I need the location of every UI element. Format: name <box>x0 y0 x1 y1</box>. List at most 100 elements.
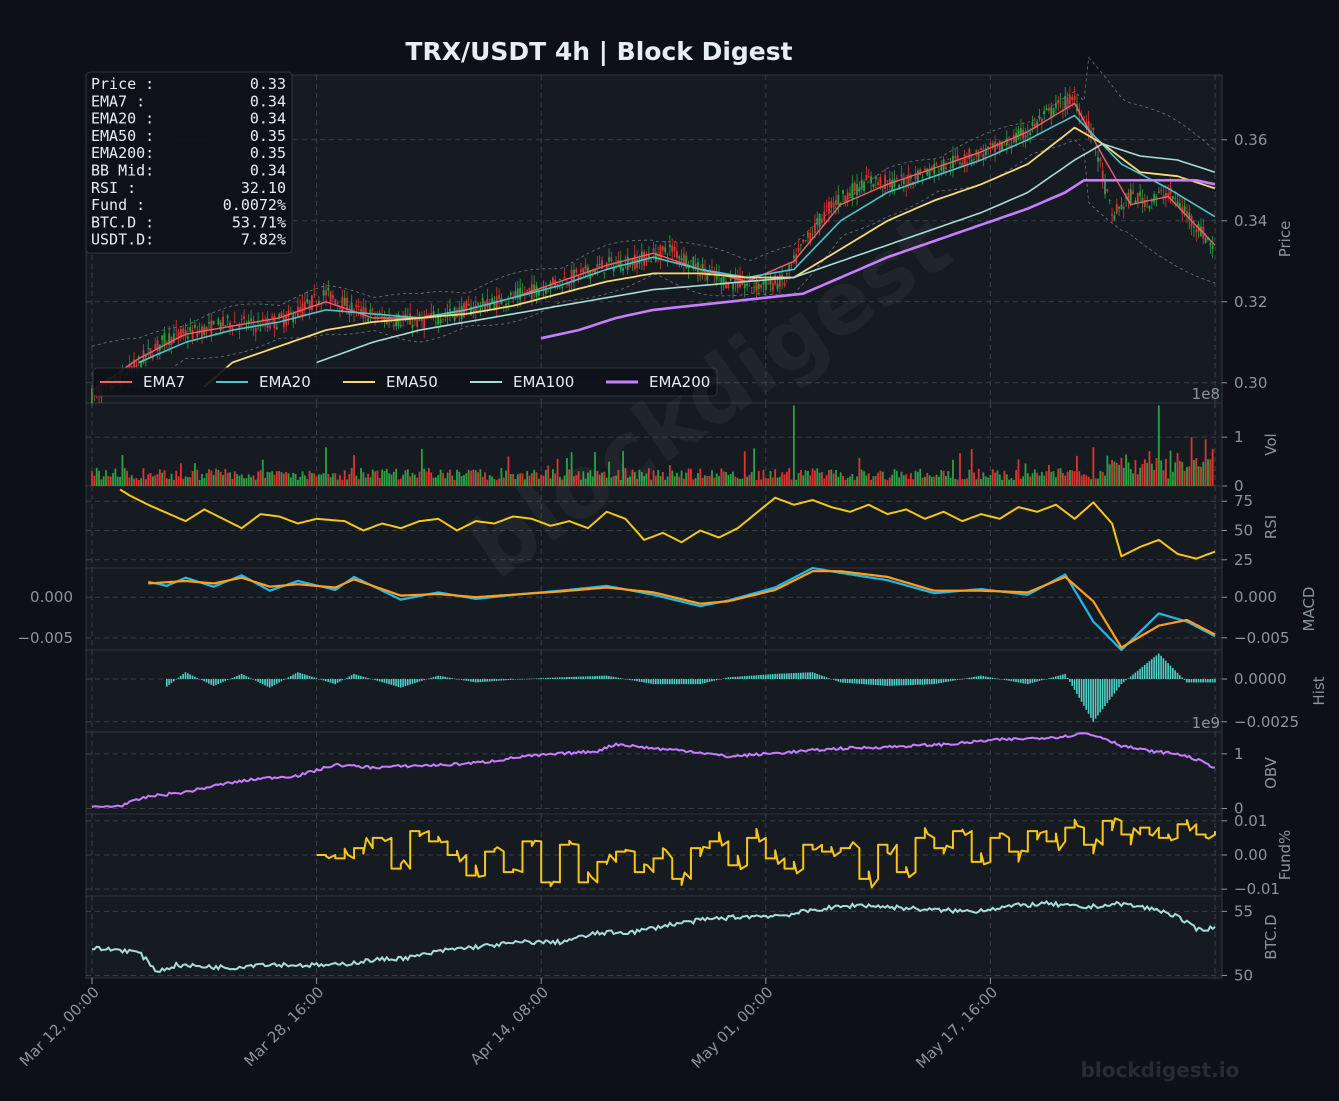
hist-bar <box>666 679 669 685</box>
candle-body <box>1183 206 1186 212</box>
volume-bar <box>151 476 154 486</box>
volume-bar <box>1183 470 1186 486</box>
info-value: 0.34 <box>250 110 286 128</box>
candle-body <box>346 297 348 311</box>
hist-bar <box>781 673 783 680</box>
hist-bar <box>860 679 863 684</box>
volume-bar <box>135 478 138 486</box>
hist-bar <box>870 679 872 685</box>
candle-body <box>1122 206 1125 210</box>
hist-bar <box>245 676 248 680</box>
candle-body <box>811 233 814 235</box>
candle-body <box>975 149 978 156</box>
hist-bar <box>299 672 301 680</box>
volume-bar <box>563 475 566 486</box>
candle-body <box>596 264 599 268</box>
hist-bar <box>390 679 393 685</box>
volume-bar <box>413 474 416 486</box>
volume-bar <box>208 469 210 486</box>
volume-bar <box>385 468 388 486</box>
candle-body <box>783 282 786 286</box>
hist-bar <box>346 677 348 680</box>
hist-bar <box>570 676 573 680</box>
volume-bar <box>243 478 245 486</box>
y-axis-label: Hist <box>1310 676 1328 705</box>
volume-bar <box>1197 466 1200 486</box>
candle-body <box>664 247 667 253</box>
candle-body <box>416 317 419 327</box>
candle-body <box>928 169 931 178</box>
volume-bar <box>383 471 386 486</box>
candle-body <box>289 312 292 314</box>
candle-body <box>636 258 639 269</box>
volume-bar <box>748 474 751 486</box>
hist-bar <box>1129 676 1132 680</box>
hist-bar <box>1146 663 1148 680</box>
volume-bar <box>1171 471 1174 486</box>
candle-body <box>180 328 182 337</box>
candle-body <box>860 179 863 190</box>
volume-bar <box>123 468 126 486</box>
volume-bar <box>1153 469 1156 486</box>
volume-bar <box>947 471 950 486</box>
candle-body <box>771 283 774 291</box>
candle-body <box>318 301 320 305</box>
hist-bar <box>1181 677 1183 680</box>
hist-bar <box>311 676 313 680</box>
volume-bar <box>909 473 912 486</box>
hist-bar <box>208 679 210 684</box>
hist-bar <box>984 676 987 680</box>
hist-bar <box>465 679 468 681</box>
hist-bar <box>792 673 795 680</box>
hist-bar <box>282 679 285 680</box>
volume-bar <box>645 473 648 486</box>
hist-bar <box>839 679 842 683</box>
hist-bar <box>697 679 699 685</box>
hist-bar <box>170 679 173 684</box>
volume-bar <box>587 472 589 486</box>
hist-bar <box>675 679 678 685</box>
volume-bar <box>785 471 788 486</box>
hist-bar <box>994 678 996 680</box>
candle-body <box>825 206 828 208</box>
hist-bar <box>893 679 896 686</box>
volume-bar <box>617 470 620 486</box>
hist-bar <box>343 679 346 680</box>
volume-bar <box>935 474 938 486</box>
hist-bar <box>757 675 760 680</box>
hist-bar <box>1127 678 1130 680</box>
candle-body <box>877 182 879 185</box>
volume-bar <box>1136 474 1139 486</box>
volume-bar <box>959 453 961 486</box>
candle-body <box>923 168 926 171</box>
volume-bar <box>116 476 119 486</box>
volume-bar <box>463 475 465 486</box>
hist-bar <box>715 679 718 681</box>
hist-bar <box>210 679 213 685</box>
hist-bar <box>1017 679 1020 683</box>
volume-bar <box>575 475 578 486</box>
hist-bar <box>556 677 559 680</box>
volume-bar <box>308 470 311 486</box>
candle-body <box>942 159 945 172</box>
candle-body <box>750 287 753 289</box>
hist-bar <box>610 676 613 680</box>
candle-body <box>453 307 456 321</box>
hist-bar <box>381 679 383 683</box>
candle-body <box>743 283 746 289</box>
info-value: 0.35 <box>250 144 286 162</box>
y-tick-label: 0.00 <box>1234 846 1267 864</box>
hist-bar <box>1122 679 1125 683</box>
candle-body <box>208 322 210 324</box>
volume-bar <box>1104 475 1106 486</box>
volume-bar <box>388 473 391 486</box>
volume-bar <box>1073 471 1076 486</box>
volume-bar <box>491 476 493 486</box>
hist-bar <box>479 679 482 683</box>
candle-body <box>336 302 339 304</box>
candle-body <box>699 273 702 277</box>
volume-bar <box>980 479 982 486</box>
hist-bar <box>222 679 224 682</box>
hist-bar <box>451 678 453 680</box>
hist-bar <box>980 675 982 680</box>
